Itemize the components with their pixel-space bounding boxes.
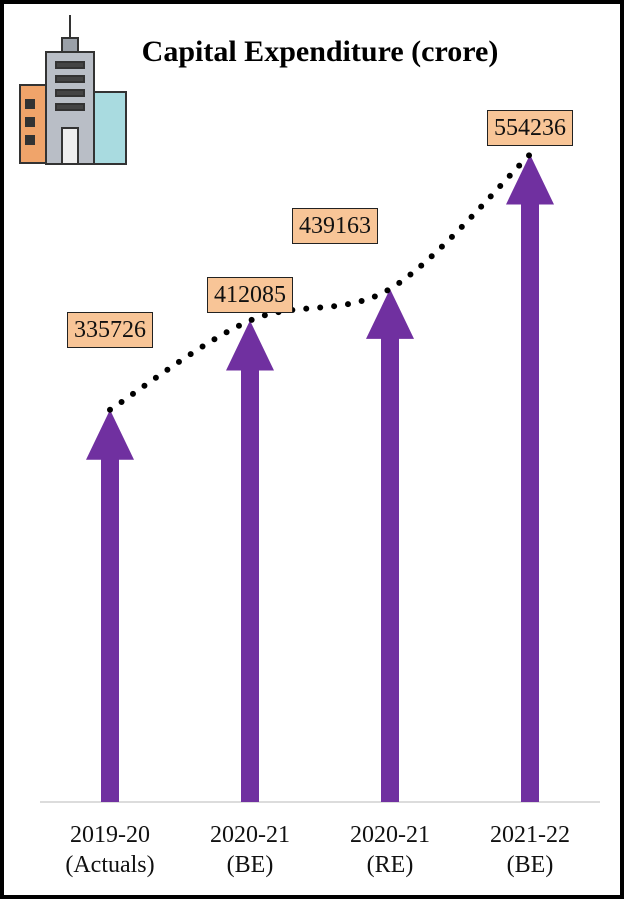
building-icon xyxy=(19,15,127,165)
x-tick-label: 2020-21 (RE) xyxy=(350,822,430,878)
x-tick-label: 2021-22 (BE) xyxy=(490,822,570,878)
trend-line xyxy=(107,151,533,413)
arrow xyxy=(366,288,414,802)
arrow xyxy=(506,154,554,803)
value-label: 554236 xyxy=(487,110,573,147)
value-label: 335726 xyxy=(67,311,153,348)
arrow xyxy=(86,409,134,802)
value-label: 439163 xyxy=(292,207,378,244)
value-label: 412085 xyxy=(207,276,293,313)
chart-title: Capital Expenditure (crore) xyxy=(142,35,499,68)
x-tick-label: 2020-21 (BE) xyxy=(210,822,290,878)
x-tick-label: 2019-20 (Actuals) xyxy=(65,822,155,878)
arrow xyxy=(226,320,274,802)
